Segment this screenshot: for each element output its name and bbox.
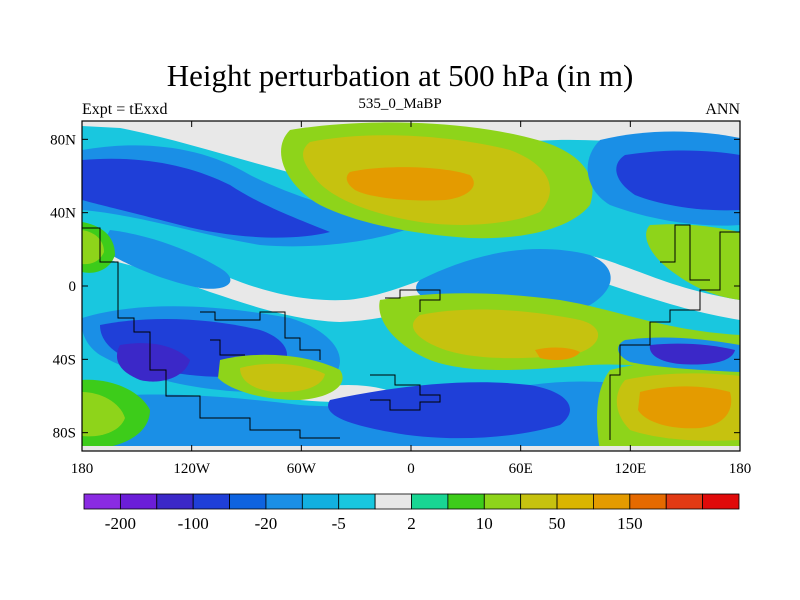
colorbar-label: 50 (549, 514, 566, 533)
colorbar-label: 2 (407, 514, 416, 533)
colorbar-label: 10 (476, 514, 493, 533)
lat-tick-label: 80N (50, 132, 76, 148)
colorbar-box (83, 493, 121, 510)
colorbar-box (556, 493, 594, 510)
colorbar-box (520, 493, 558, 510)
colorbar-labels: -200 -100 -20 -5 2 10 50 150 (105, 514, 643, 533)
lon-tick-label: 120W (173, 461, 211, 477)
plot-title: Height perturbation at 500 hPa (in m) (166, 58, 634, 93)
longitude-axis: 180 120W 60W 0 60E 120E 180 (71, 121, 752, 477)
colorbar-box (265, 493, 303, 510)
season-label: ANN (705, 101, 740, 118)
latitude-axis: 80N 40N 0 40S 80S (50, 132, 740, 442)
colorbar-box (411, 493, 449, 510)
coastlines (82, 224, 740, 440)
colorbar-box (229, 493, 267, 510)
lat-tick-label: 80S (53, 426, 76, 442)
colorbar-box (702, 493, 740, 510)
colorbar-label: 150 (617, 514, 643, 533)
lon-tick-label: 0 (407, 461, 415, 477)
colorbar-label: -5 (332, 514, 346, 533)
lat-tick-label: 40N (50, 206, 76, 222)
colorbar-box (665, 493, 704, 510)
colorbar-label: -100 (178, 514, 209, 533)
colorbar-box (119, 493, 158, 510)
colorbar-box (629, 493, 667, 510)
colorbar-boxes (83, 493, 740, 510)
lon-tick-label: 60E (509, 461, 533, 477)
colorbar-box (192, 493, 230, 510)
colorbar-box (156, 493, 194, 510)
lat-tick-label: 40S (53, 352, 76, 368)
colorbar-label: -200 (105, 514, 136, 533)
colorbar-box (447, 493, 485, 510)
colorbar-box (374, 493, 412, 510)
colorbar-box (338, 493, 376, 510)
lon-tick-label: 180 (71, 461, 94, 477)
lon-tick-label: 180 (729, 461, 752, 477)
colorbar-box (483, 493, 522, 510)
time-period-label: 535_0_MaBP (358, 96, 442, 112)
experiment-label: Expt = tExxd (82, 101, 168, 118)
contour-field (82, 121, 740, 451)
colorbar-label: -20 (255, 514, 278, 533)
lon-tick-label: 120E (614, 461, 646, 477)
colorbar-box (301, 493, 340, 510)
lat-tick-label: 0 (69, 279, 77, 295)
lon-tick-label: 60W (287, 461, 317, 477)
colorbar-box (593, 493, 631, 510)
